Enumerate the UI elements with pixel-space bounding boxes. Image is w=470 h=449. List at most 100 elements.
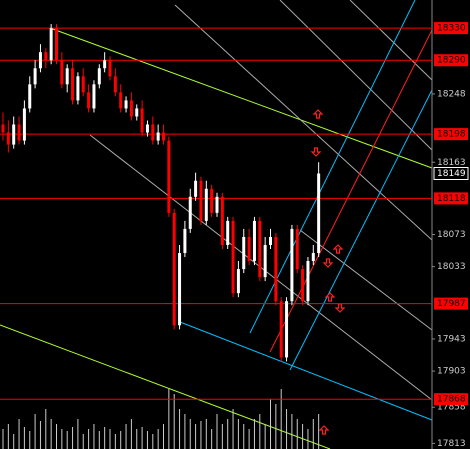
candle-body [87,92,91,109]
y-tick-label: 18073 [437,230,466,240]
candle-body [33,68,37,85]
candle-body [113,76,117,93]
candle-body [65,68,69,85]
candle-body [55,28,58,61]
arrow-up [332,244,344,254]
candle-body [151,124,155,141]
trend-line [49,27,433,169]
trend-line [179,321,433,421]
candle-body [199,180,203,221]
level-tag [434,192,468,205]
trend-line [289,89,433,371]
trend-line [299,229,433,331]
candle-body [60,60,64,85]
candle-body [279,301,283,358]
candle-body [108,60,112,77]
candle-body [252,220,256,262]
candle-body [220,196,224,245]
candle-body [274,236,278,302]
current-price-tag [433,166,469,180]
candle-body [103,60,107,69]
level-tag [434,22,468,35]
arrow-down [322,258,334,268]
candle-body [97,68,101,85]
candle-body [6,132,10,145]
candle-body [12,124,16,145]
current-price-label: 18149 [437,169,466,179]
candle-body [311,253,315,262]
candle-body [81,76,85,93]
candle-body [156,132,160,141]
candle-body [188,196,192,229]
arrow-down [310,147,322,157]
candle-body [295,228,299,270]
candle-body [49,28,53,61]
y-tick-label: 18163 [437,158,466,168]
axis-panel [432,0,470,449]
candle-body [129,100,133,117]
candle-body [135,108,139,117]
candle-body [301,269,305,302]
candle-body [285,301,289,358]
level-tag [434,297,468,310]
candle-body [44,52,48,61]
candle-body [167,140,171,213]
candle-body [145,124,149,133]
candle-body [269,236,272,245]
level-label: 17987 [437,299,466,309]
candle-body [215,196,219,213]
level-tag [434,128,468,141]
trend-line [269,29,433,353]
candle-body [28,84,32,109]
candle-body [183,228,187,254]
candle-body [204,188,208,221]
y-tick-label: 17813 [437,439,466,449]
y-tick-label: 18033 [437,262,466,272]
candle-body [71,68,75,101]
y-tick-label: 17903 [437,367,466,377]
candle-body [119,92,123,109]
candle-body [172,212,176,326]
candle-body [306,261,310,302]
candle-body [178,253,182,326]
candle-body [124,100,128,109]
candle-body [263,244,267,278]
level-label: 18330 [437,24,466,34]
candle-body [22,108,26,141]
candle-body [140,108,144,133]
y-tick-label: 17858 [437,403,466,413]
candle-body [258,220,262,278]
level-label: 18198 [437,130,466,140]
candle-body [92,84,96,109]
trend-line [0,324,331,449]
arrow-up [312,109,324,119]
candle-body [290,228,294,302]
arrow-up [324,292,336,302]
trend-line [279,0,433,151]
candle-body [194,180,198,197]
candle-body [226,220,230,245]
level-label: 18118 [437,194,466,204]
candle-body [1,124,5,133]
candle-body [162,132,165,141]
candle-body [76,76,80,101]
candle-body [210,188,214,213]
candle-body [247,236,251,262]
trend-line [174,4,433,241]
level-label: 18290 [437,56,466,66]
trend-line [249,0,416,334]
trend-line [349,0,433,81]
candle-body [317,173,321,254]
candle-body [231,220,235,294]
candle-body [236,269,240,294]
candle-body [242,236,246,270]
arrow-up [318,425,330,435]
level-tag [434,54,468,67]
y-tick-label: 17943 [437,334,466,344]
y-tick-label: 18248 [437,89,466,99]
candle-body [17,124,21,141]
level-tag [434,393,468,406]
trend-lines [0,0,433,449]
